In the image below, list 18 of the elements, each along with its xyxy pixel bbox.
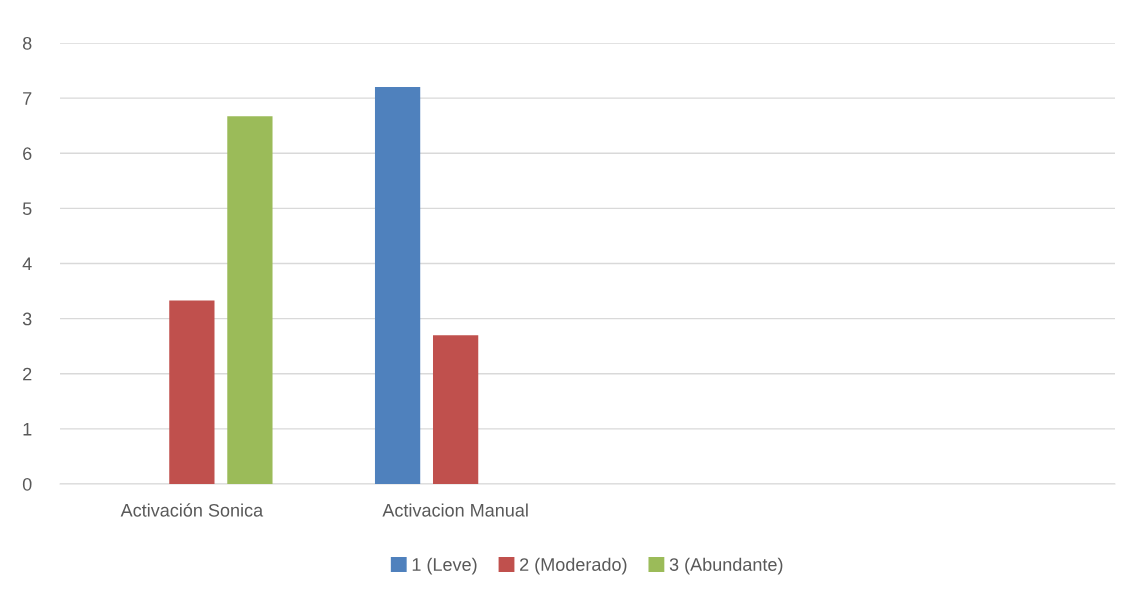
legend-label: 2 (Moderado) <box>520 557 627 575</box>
legend-label: 1 (Leve) <box>412 557 477 575</box>
y-tick-label: 6 <box>23 147 32 160</box>
y-tick-label: 5 <box>22 202 32 216</box>
bar <box>227 116 273 484</box>
y-tick-label: 8 <box>22 36 32 50</box>
x-tick-label: Activacion Manual <box>382 503 528 517</box>
y-tick-label: 3 <box>22 312 32 326</box>
y-tick-label: 7 <box>23 92 32 105</box>
bar <box>433 335 479 484</box>
bar <box>374 87 421 484</box>
x-tick-label: Activación Sonica <box>120 503 264 517</box>
y-tick-label: 0 <box>22 477 32 491</box>
legend-label: 3 (Abundante) <box>669 557 783 575</box>
y-tick-label: 1 <box>23 423 32 436</box>
y-tick-label: 4 <box>22 257 32 271</box>
y-tick-label: 2 <box>23 367 32 381</box>
bar <box>169 300 215 484</box>
